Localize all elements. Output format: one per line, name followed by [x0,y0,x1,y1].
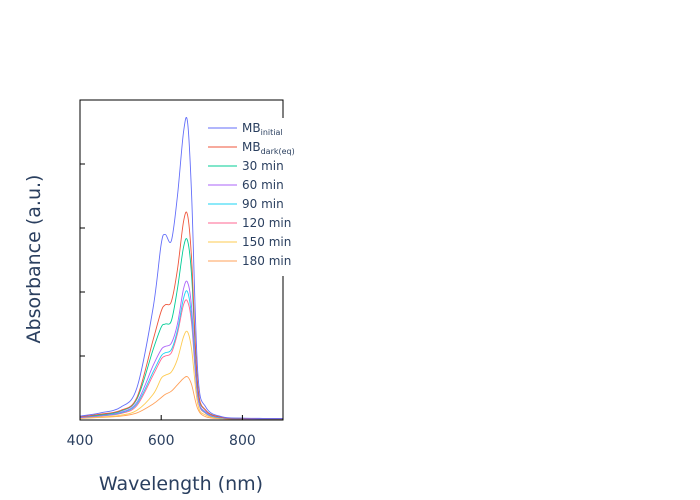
series-line-mb-initial [80,117,283,419]
legend-item[interactable]: 60 min [208,178,284,192]
series-line-mb-dark-eq- [80,211,283,420]
legend-label: 120 min [242,216,291,230]
legend-label: MBinitial [242,121,283,137]
legend[interactable]: MBinitial MBdark(eq) 30 min 60 min 90 min 120… [200,118,295,276]
x-axis-title: Wavelength (nm) [99,473,263,495]
legend-label: 150 min [242,235,291,249]
x-tick-label: 600 [148,433,175,449]
series-line-120-min [80,299,283,420]
legend-label: MBdark(eq) [242,140,295,156]
legend-background [200,118,290,276]
legend-item[interactable]: 180 min [208,254,291,268]
legend-item[interactable]: 150 min [208,235,291,249]
legend-item[interactable]: 30 min [208,159,284,173]
legend-label: 30 min [242,159,284,173]
legend-item[interactable]: 90 min [208,197,284,211]
legend-item[interactable]: MBdark(eq) [208,140,295,156]
x-tick-label: 800 [229,433,256,449]
series-line-60-min [80,280,283,420]
y-axis-title: Absorbance (a.u.) [23,175,45,344]
series-line-90-min [80,290,283,420]
series-line-150-min [80,330,283,420]
legend-item[interactable]: MBinitial [208,121,283,137]
legend-label: 60 min [242,178,284,192]
x-tick-label: 400 [67,433,94,449]
legend-item[interactable]: 120 min [208,216,291,230]
series-line-180-min [80,375,283,420]
legend-label: 180 min [242,254,291,268]
plot-area [80,117,283,420]
legend-label: 90 min [242,197,284,211]
